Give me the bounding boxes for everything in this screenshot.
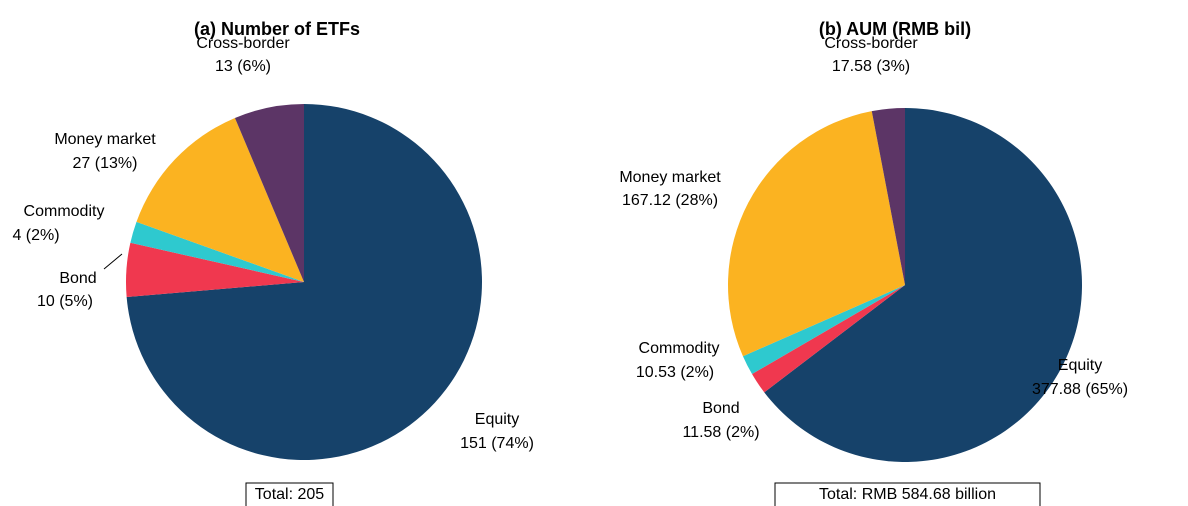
annotation: Total: 205 <box>255 486 324 503</box>
slice-value-label: 10 (5%) <box>37 293 93 310</box>
pie-slice <box>764 108 1082 462</box>
slice-label: Cross-border <box>824 35 918 52</box>
annotation-box <box>774 482 1041 506</box>
pie-slice <box>234 104 304 282</box>
slice-value-label: 4 (2%) <box>12 227 59 244</box>
slice-label: Money market <box>619 169 721 186</box>
slice-value-label: 10.53 (2%) <box>636 364 714 381</box>
annotation-box <box>245 482 334 506</box>
chart-title: (b) AUM (RMB bil) <box>819 19 971 39</box>
slice-label: Commodity <box>639 340 720 357</box>
slice-label: Cross-border <box>196 35 290 52</box>
slice-label: Bond <box>702 400 739 417</box>
annotation: Total: RMB 584.68 billion <box>819 486 996 503</box>
pie-slice <box>130 221 304 282</box>
slice-label: Equity <box>1058 357 1102 374</box>
slice-label: Commodity <box>24 203 105 220</box>
slice-value-label: 167.12 (28%) <box>622 192 718 209</box>
slice-label: Equity <box>475 411 519 428</box>
pie-slice <box>742 285 905 375</box>
pie-slice <box>728 111 905 357</box>
slice-label: Bond <box>59 270 96 287</box>
pie-slice <box>136 117 304 282</box>
leader-line <box>103 253 123 270</box>
pie-slice <box>126 242 304 297</box>
pie-slice <box>871 108 905 285</box>
slice-label: Money market <box>54 131 156 148</box>
slice-value-label: 11.58 (2%) <box>682 424 759 441</box>
pie-slice <box>752 285 905 393</box>
slice-value-label: 13 (6%) <box>215 58 271 75</box>
pie-slice <box>126 104 483 460</box>
chart-title: (a) Number of ETFs <box>194 19 360 39</box>
slice-value-label: 17.58 (3%) <box>832 58 910 75</box>
slice-value-label: 377.88 (65%) <box>1032 381 1128 398</box>
slice-value-label: 27 (13%) <box>73 155 138 172</box>
slice-value-label: 151 (74%) <box>460 435 534 452</box>
